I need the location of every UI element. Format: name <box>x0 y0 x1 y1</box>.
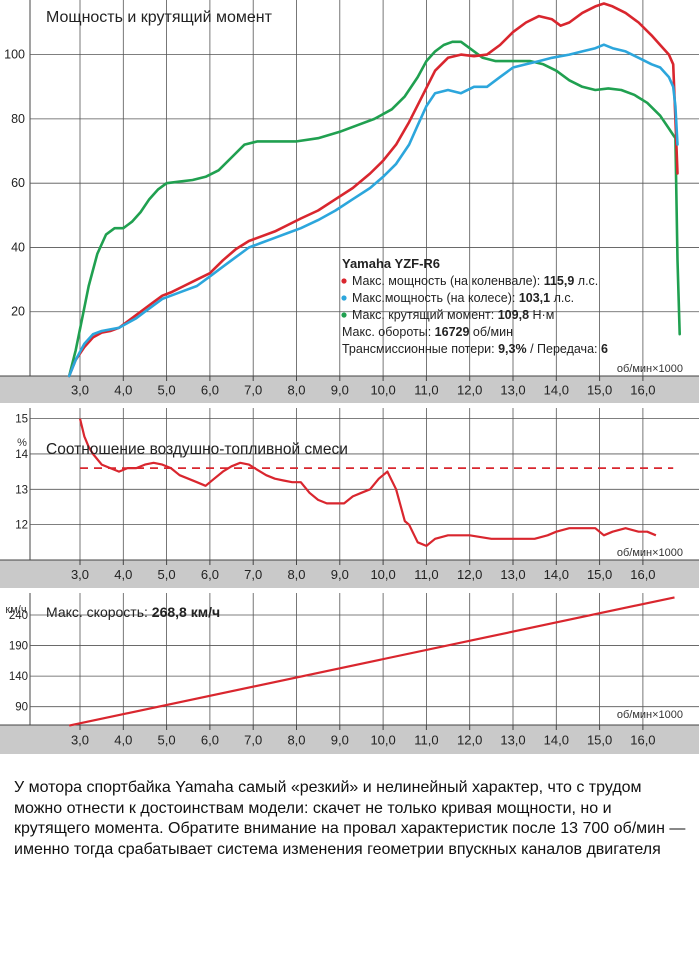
y-tick-label: 40 <box>11 240 25 254</box>
x-tick-band-1 <box>0 560 699 588</box>
x-tick-label: 8,0 <box>287 383 305 398</box>
power-torque-chart-title: Мощность и крутящий момент <box>46 9 273 26</box>
x-tick-label: 4,0 <box>114 567 132 582</box>
y-tick-label: 12 <box>15 520 28 532</box>
x-tick-label: 7,0 <box>244 567 262 582</box>
x-tick-label: 16,0 <box>630 733 655 748</box>
series-line-power_crank <box>67 2 679 378</box>
x-tick-label: 9,0 <box>331 567 349 582</box>
x-tick-label: 5,0 <box>158 733 176 748</box>
legend-torque-marker <box>341 312 347 318</box>
x-tick-label: 6,0 <box>201 733 219 748</box>
x-tick-label: 16,0 <box>630 383 655 398</box>
x-tick-label: 10,0 <box>370 567 395 582</box>
y-tick-label: 190 <box>9 641 28 653</box>
y-tick-label: 14 <box>15 449 28 461</box>
legend-torque-line: Макс. крутящий момент: 109,8 Н·м <box>352 308 554 322</box>
x-tick-label: 3,0 <box>71 383 89 398</box>
speed-x-unit: об/мин×1000 <box>617 709 683 721</box>
legend-wheel-marker <box>341 295 347 301</box>
afr-chart-title: Соотношение воздушно-топливной смеси <box>46 441 348 458</box>
x-tick-label: 4,0 <box>114 733 132 748</box>
x-tick-label: 15,0 <box>587 733 612 748</box>
speed-chart-title: Макс. скорость: 268,8 км/ч <box>46 604 220 620</box>
afr-x-unit: об/мин×1000 <box>617 547 683 559</box>
x-tick-label: 9,0 <box>331 383 349 398</box>
legend-crank-line: Макс. мощность (на коленвале): 115,9 л.с… <box>352 274 598 288</box>
y-tick-label: 20 <box>11 305 25 319</box>
x-tick-band-0 <box>0 376 699 403</box>
power-legend: Yamaha YZF-R6 Макс. мощность (на коленва… <box>341 256 608 356</box>
y-tick-label: 15 <box>15 414 28 426</box>
series-line-torque <box>67 40 682 378</box>
y-tick-label: 100 <box>4 48 25 62</box>
series-line-power_wheel <box>67 43 679 378</box>
speed-line <box>68 596 675 727</box>
x-tick-label: 8,0 <box>287 733 305 748</box>
y-tick-label: 140 <box>9 671 28 683</box>
x-tick-label: 12,0 <box>457 733 482 748</box>
plot-area-1 <box>30 408 699 560</box>
x-tick-label: 14,0 <box>544 567 569 582</box>
x-tick-label: 9,0 <box>331 733 349 748</box>
legend-crank-marker <box>341 278 347 284</box>
legend-model: Yamaha YZF-R6 <box>342 256 440 271</box>
x-tick-label: 14,0 <box>544 733 569 748</box>
x-tick-label: 6,0 <box>201 567 219 582</box>
chart-caption: У мотора спортбайка Yamaha самый «резкий… <box>14 779 686 858</box>
x-tick-label: 16,0 <box>630 567 655 582</box>
x-tick-label: 4,0 <box>114 383 132 398</box>
x-tick-label: 11,0 <box>414 733 438 748</box>
legend-revs-line: Макс. обороты: 16729 об/мин <box>342 325 513 339</box>
dyno-charts: 20 40 60 80 100 3,0 4,0 5,0 6,0 7,0 8,0 9,0 10,0 11,0… <box>0 0 699 754</box>
x-tick-label: 11,0 <box>414 383 438 398</box>
x-tick-label: 11,0 <box>414 567 438 582</box>
y-tick-label: 13 <box>15 484 28 496</box>
y-tick-label: 240 <box>9 610 28 622</box>
x-tick-band-2 <box>0 725 699 754</box>
x-tick-label: 13,0 <box>500 733 525 748</box>
legend-wheel-line: Макс.мощность (на колесе): 103,1 л.с. <box>352 291 574 305</box>
x-tick-label: 7,0 <box>244 383 262 398</box>
x-tick-label: 13,0 <box>500 567 525 582</box>
x-tick-label: 5,0 <box>158 567 176 582</box>
x-tick-label: 5,0 <box>158 383 176 398</box>
x-tick-label: 14,0 <box>544 383 569 398</box>
y-tick-label: 80 <box>11 112 25 126</box>
power-chart-x-unit: об/мин×1000 <box>617 363 683 375</box>
y-tick-label: 60 <box>11 176 25 190</box>
x-tick-label: 12,0 <box>457 383 482 398</box>
x-tick-label: 10,0 <box>370 733 395 748</box>
afr-line <box>78 418 657 548</box>
x-tick-label: 12,0 <box>457 567 482 582</box>
x-tick-label: 15,0 <box>587 383 612 398</box>
x-tick-label: 3,0 <box>71 567 89 582</box>
afr-y-unit: % <box>17 437 27 449</box>
speed-y-unit: км/ч <box>5 604 26 616</box>
x-tick-label: 10,0 <box>370 383 395 398</box>
x-tick-label: 3,0 <box>71 733 89 748</box>
y-tick-label: 90 <box>15 702 28 714</box>
x-tick-label: 7,0 <box>244 733 262 748</box>
x-tick-label: 15,0 <box>587 567 612 582</box>
x-tick-label: 8,0 <box>287 567 305 582</box>
x-tick-label: 6,0 <box>201 383 219 398</box>
legend-loss-line: Трансмиссионные потери: 9,3% / Передача:… <box>342 342 608 356</box>
x-tick-label: 13,0 <box>500 383 525 398</box>
